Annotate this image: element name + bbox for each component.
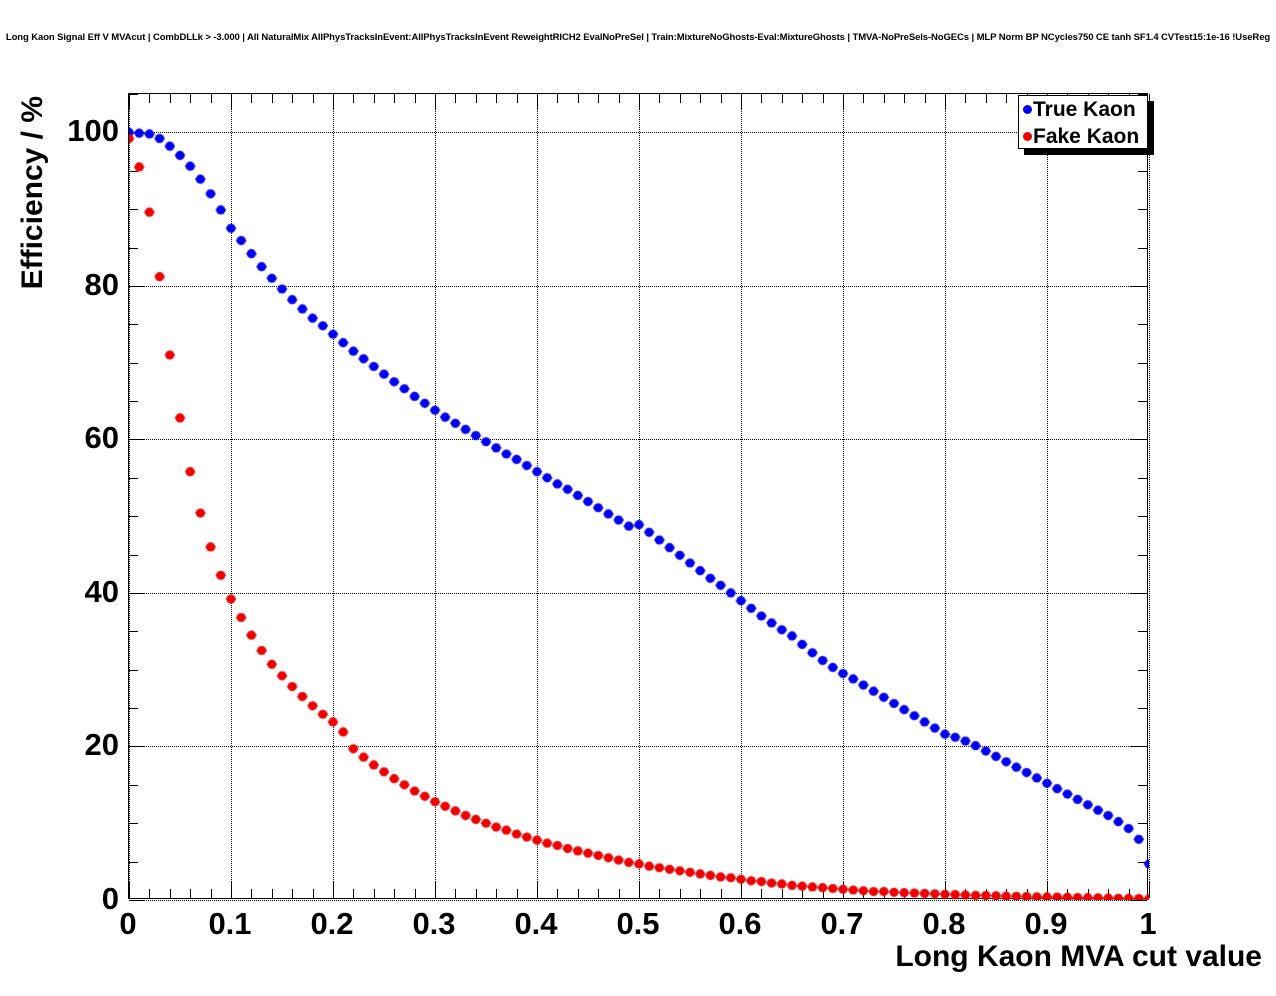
x-tick-label: 0.7 [820,906,864,941]
axis-tick-major-y [1131,900,1147,901]
y-tick-label: 20 [84,727,119,763]
legend-label-fake-kaon: Fake Kaon [1033,125,1140,148]
y-tick-label: 100 [67,113,119,149]
x-tick-label: 0.1 [208,906,252,941]
y-axis-title: Efficiency / % [16,96,49,290]
y-tick-label: 60 [84,420,119,456]
y-tick-label: 80 [84,266,119,302]
x-tick-label: 1 [1139,906,1157,941]
gridline-vertical [1149,94,1150,898]
data-canvas [129,94,1149,900]
x-tick-label: 0.5 [616,906,660,941]
x-tick-label: 0.9 [1024,906,1068,941]
legend-marker-fake-kaon [1023,132,1032,141]
gridline-horizontal [129,900,1147,901]
x-tick-label: 0 [119,906,137,941]
legend-marker-true-kaon [1023,105,1032,114]
x-tick-label: 0.4 [514,906,558,941]
axis-tick-major-y [129,900,145,901]
y-tick-label: 40 [84,573,119,609]
legend: True Kaon Fake Kaon [1018,95,1148,149]
legend-label-true-kaon: True Kaon [1033,98,1136,121]
x-axis-title: Long Kaon MVA cut value [895,940,1262,973]
legend-entry-fake-kaon[interactable]: Fake Kaon [1019,123,1147,150]
axis-tick-major-x [1149,882,1150,898]
x-tick-label: 0.3 [412,906,456,941]
legend-entry-true-kaon[interactable]: True Kaon [1019,96,1147,123]
x-tick-label: 0.2 [310,906,354,941]
y-tick-label: 0 [101,881,119,916]
plot-title: Long Kaon Signal Eff V MVAcut | CombDLLk… [5,32,1271,43]
x-tick-label: 0.6 [718,906,762,941]
plot-frame [128,93,1150,901]
x-tick-label: 0.8 [922,906,966,941]
